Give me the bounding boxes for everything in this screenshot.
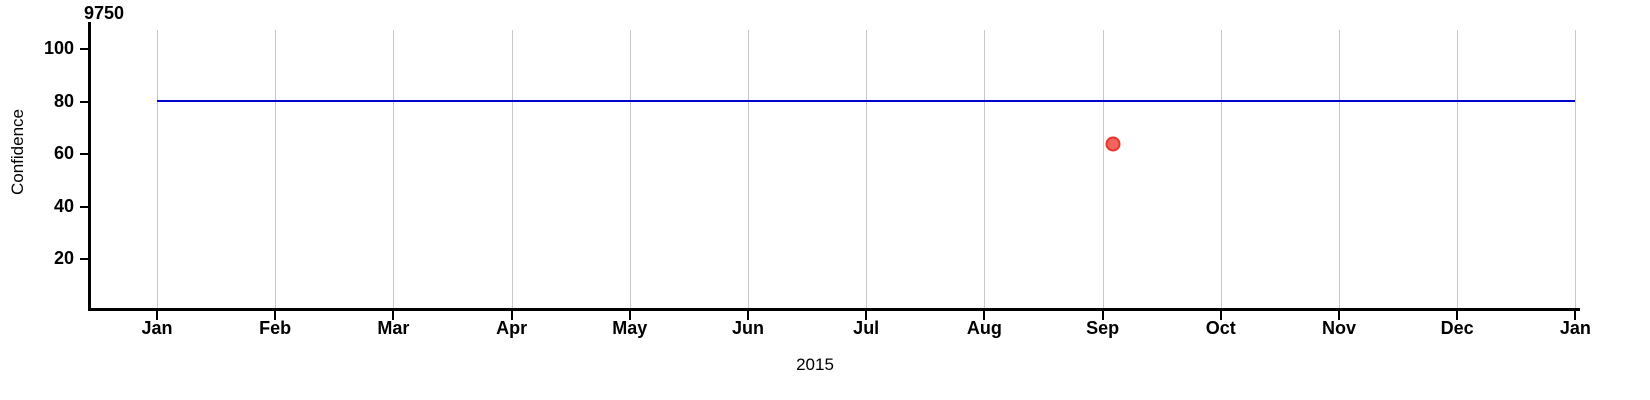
x-axis-tick — [274, 311, 277, 320]
x-axis-tick — [1101, 311, 1104, 320]
x-axis-tick — [1574, 311, 1577, 320]
x-axis-tick — [392, 311, 395, 320]
y-axis-tick-label: 80 — [53, 90, 74, 111]
x-axis-tick — [510, 311, 513, 320]
gridline-vertical — [629, 30, 631, 308]
x-axis-tick-label: Apr — [496, 318, 528, 338]
gridline-vertical — [157, 30, 158, 308]
x-axis-tick — [983, 311, 986, 320]
x-axis-tick-label: Mar — [377, 318, 410, 338]
gridline-vertical — [1575, 30, 1577, 308]
y-axis-tick-label: 100 — [43, 38, 74, 58]
y-axis-tick — [80, 205, 89, 208]
x-axis-tick — [1456, 311, 1459, 320]
x-axis-tick — [1338, 311, 1340, 320]
y-axis-tick — [80, 258, 89, 260]
x-axis-tick-label: Aug — [966, 318, 1002, 338]
x-axis-tick-label: Oct — [1205, 318, 1236, 338]
gridline-vertical — [748, 30, 749, 308]
y-axis-tick-label: 40 — [53, 195, 74, 216]
x-axis-tick — [156, 311, 158, 320]
gridline-vertical — [984, 30, 986, 308]
gridline-vertical — [1339, 30, 1340, 308]
x-axis-tick — [1219, 311, 1222, 320]
x-axis-line — [88, 308, 1580, 311]
x-axis-tick-label: Dec — [1440, 318, 1474, 338]
gridline-vertical — [1457, 30, 1459, 308]
y-axis-tick — [80, 153, 89, 155]
gridline-vertical — [275, 30, 277, 308]
x-axis-tick-label: Jan — [1559, 318, 1591, 338]
x-axis-tick-label: Feb — [259, 318, 292, 338]
x-axis-tick-label: Jul — [853, 318, 880, 338]
x-axis-title: 2015 — [0, 355, 1650, 375]
gridline-vertical — [1220, 30, 1222, 308]
chart-title-label: 9750 — [84, 3, 125, 23]
gridline-vertical — [866, 30, 868, 308]
x-axis-tick-label: Sep — [1086, 318, 1120, 338]
y-axis-tick — [80, 48, 89, 50]
data-point[interactable] — [1105, 136, 1121, 151]
gridline-vertical — [393, 30, 395, 308]
y-axis-tick-label: 20 — [53, 248, 74, 268]
x-axis-title-text: 2015 — [796, 355, 834, 374]
x-axis-tick — [865, 311, 868, 320]
x-axis-tick — [747, 311, 749, 320]
y-axis-line — [88, 22, 91, 311]
gridline-vertical — [511, 30, 513, 308]
y-axis-tick — [80, 100, 89, 103]
x-axis-tick-label: Jan — [141, 318, 173, 338]
gridline-vertical — [1102, 30, 1104, 308]
x-axis-tick-label: Nov — [1321, 318, 1357, 338]
y-axis-tick-label: 60 — [53, 143, 74, 163]
x-axis-tick-label: May — [612, 318, 648, 338]
x-axis-tick-label: Jun — [731, 318, 765, 338]
x-axis-tick — [628, 311, 631, 320]
threshold-line — [157, 99, 1576, 102]
